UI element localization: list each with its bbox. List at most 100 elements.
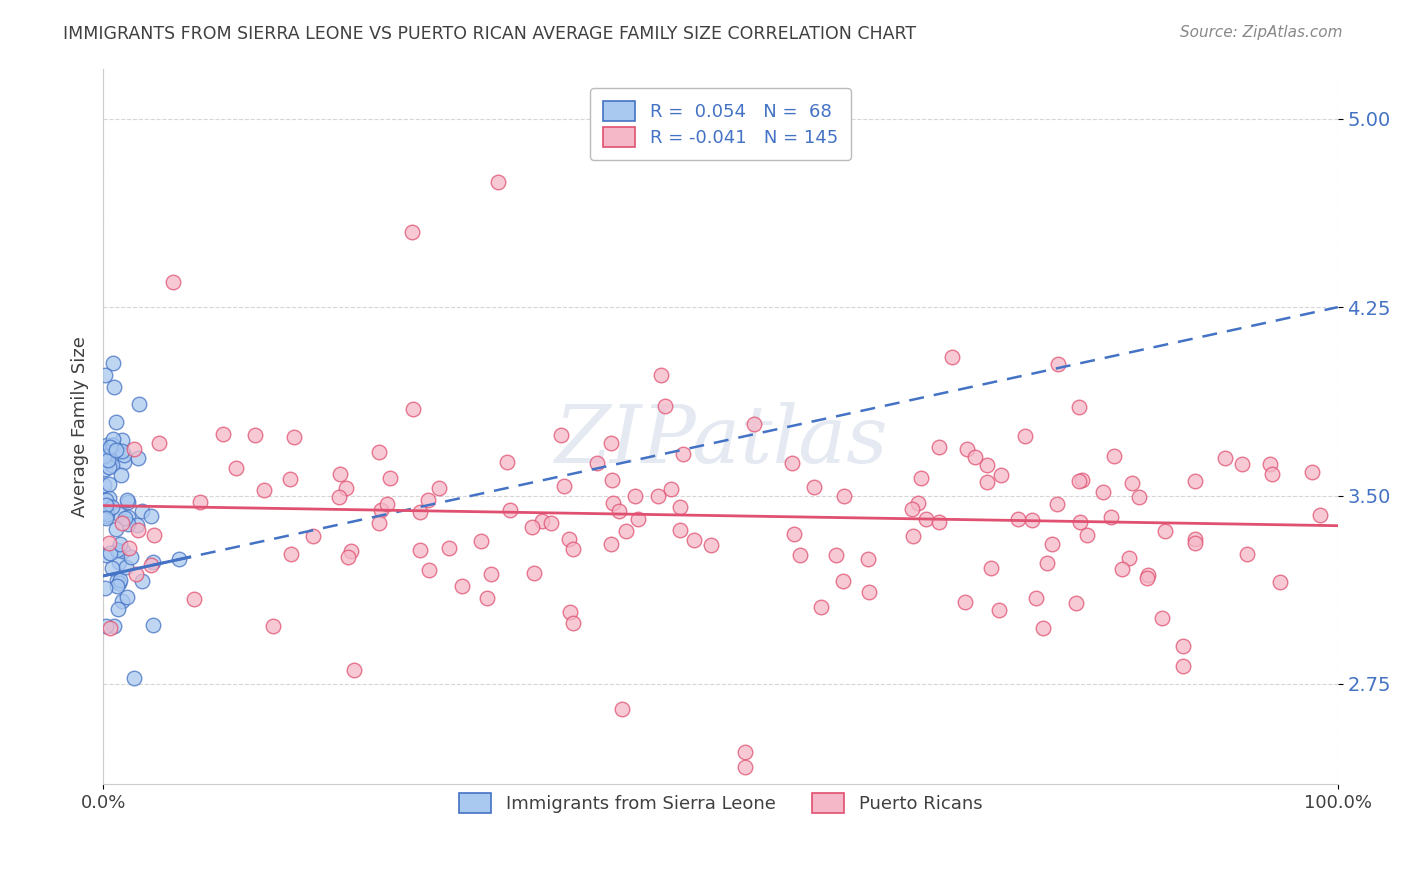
Point — [107, 602, 129, 616]
Point — [558, 532, 581, 546]
Point — [111, 516, 134, 530]
Point — [599, 537, 621, 551]
Point — [976, 458, 998, 472]
Point — [496, 455, 519, 469]
Point — [1092, 484, 1115, 499]
Point — [427, 481, 450, 495]
Point — [980, 561, 1002, 575]
Point — [953, 595, 976, 609]
Point — [1067, 474, 1090, 488]
Point — [1118, 551, 1140, 566]
Point — [941, 350, 963, 364]
Point — [167, 552, 190, 566]
Point — [965, 450, 987, 464]
Point — [96, 438, 118, 452]
Point — [211, 427, 233, 442]
Point — [112, 455, 135, 469]
Point — [97, 460, 120, 475]
Point — [343, 664, 366, 678]
Point — [340, 544, 363, 558]
Point — [609, 504, 631, 518]
Point — [143, 528, 166, 542]
Point — [93, 505, 115, 519]
Point — [558, 605, 581, 619]
Point — [1309, 508, 1331, 523]
Point — [734, 760, 756, 774]
Point — [148, 436, 170, 450]
Point — [94, 498, 117, 512]
Point — [1102, 450, 1125, 464]
Point — [98, 440, 121, 454]
Point — [1137, 568, 1160, 582]
Text: Source: ZipAtlas.com: Source: ZipAtlas.com — [1180, 25, 1343, 40]
Point — [142, 617, 165, 632]
Point — [131, 504, 153, 518]
Point — [858, 585, 880, 599]
Point — [104, 522, 127, 536]
Point — [789, 549, 811, 563]
Point — [540, 516, 562, 531]
Point — [108, 555, 131, 569]
Point — [600, 436, 623, 450]
Point — [1236, 547, 1258, 561]
Point — [1069, 400, 1091, 414]
Point — [97, 452, 120, 467]
Point — [742, 417, 765, 431]
Point — [118, 541, 141, 555]
Point — [1069, 516, 1091, 530]
Point — [142, 555, 165, 569]
Point — [650, 368, 672, 382]
Point — [825, 549, 848, 563]
Point — [976, 475, 998, 489]
Point — [98, 536, 121, 550]
Point — [101, 432, 124, 446]
Point — [470, 534, 492, 549]
Point — [418, 492, 440, 507]
Point — [94, 461, 117, 475]
Text: ZIPatlas: ZIPatlas — [554, 402, 887, 480]
Point — [97, 449, 120, 463]
Point — [98, 546, 121, 560]
Point — [610, 702, 633, 716]
Point — [1036, 556, 1059, 570]
Point — [110, 467, 132, 482]
Point — [188, 495, 211, 509]
Point — [928, 440, 950, 454]
Point — [111, 444, 134, 458]
Point — [335, 481, 357, 495]
Point — [1260, 467, 1282, 481]
Point — [1121, 475, 1143, 490]
Point — [1301, 465, 1323, 479]
Point — [94, 509, 117, 524]
Point — [602, 496, 624, 510]
Point — [1173, 640, 1195, 654]
Point — [530, 514, 553, 528]
Legend: Immigrants from Sierra Leone, Puerto Ricans: Immigrants from Sierra Leone, Puerto Ric… — [446, 780, 995, 825]
Y-axis label: Average Family Size: Average Family Size — [72, 336, 89, 516]
Point — [600, 474, 623, 488]
Point — [562, 542, 585, 557]
Point — [915, 512, 938, 526]
Point — [585, 456, 607, 470]
Point — [125, 517, 148, 532]
Point — [115, 559, 138, 574]
Point — [100, 621, 122, 635]
Point — [1184, 532, 1206, 546]
Point — [302, 529, 325, 543]
Point — [1260, 457, 1282, 471]
Point — [1046, 498, 1069, 512]
Point — [1064, 596, 1087, 610]
Point — [104, 415, 127, 429]
Point — [810, 599, 832, 614]
Point — [94, 511, 117, 525]
Point — [110, 537, 132, 551]
Point — [624, 489, 647, 503]
Point — [782, 527, 804, 541]
Point — [278, 471, 301, 485]
Point — [1184, 536, 1206, 550]
Point — [94, 493, 117, 508]
Point — [832, 489, 855, 503]
Point — [122, 671, 145, 685]
Point — [101, 500, 124, 515]
Point — [409, 543, 432, 558]
